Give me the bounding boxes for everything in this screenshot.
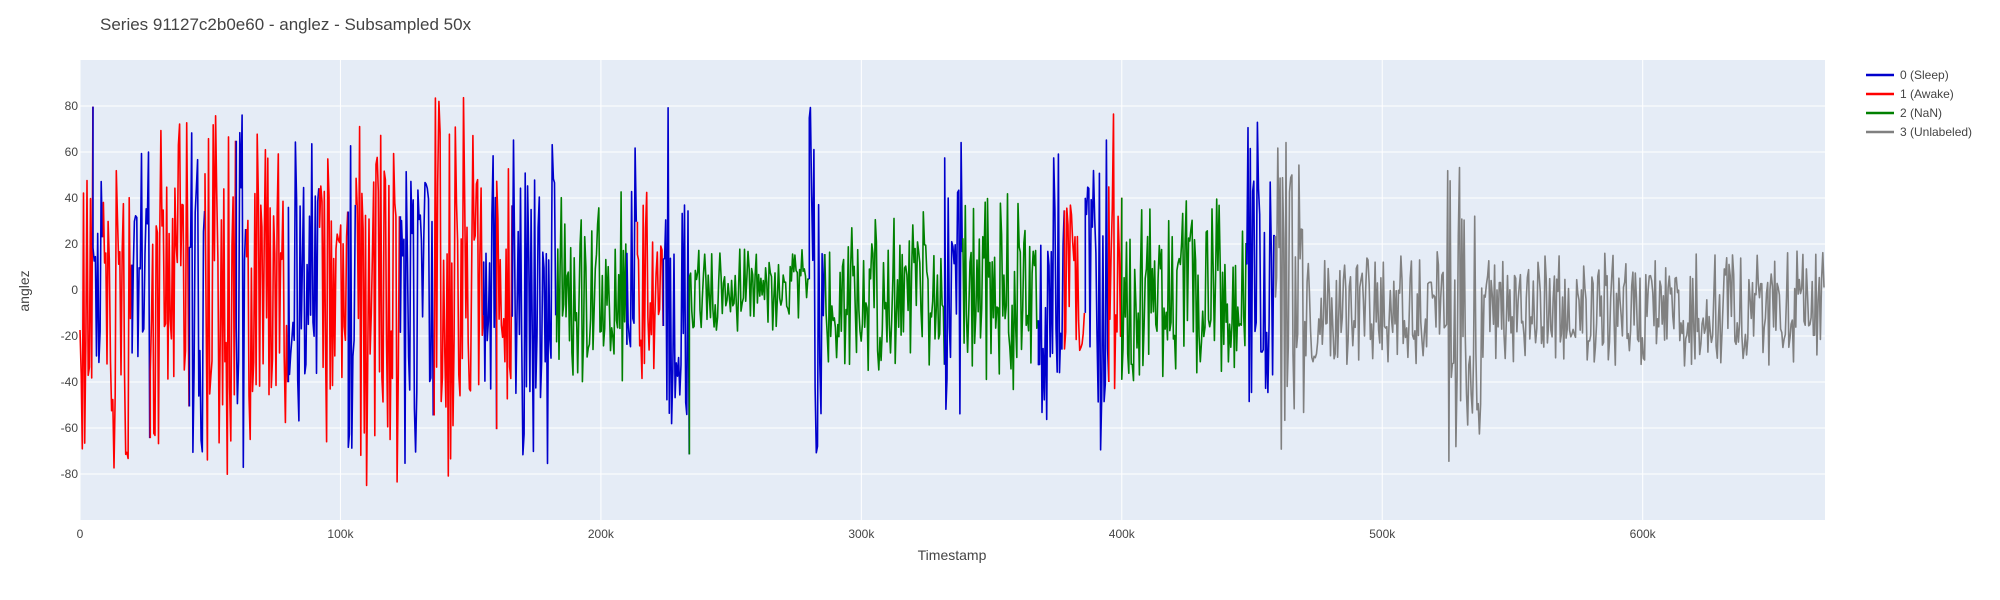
series-line-segment (555, 191, 628, 383)
series-line-segment (482, 155, 498, 430)
series-line-segment (131, 151, 151, 439)
series-line-segment (149, 122, 190, 445)
y-tick-label: 40 (65, 191, 79, 205)
series-line-segment (495, 168, 513, 430)
series-line-segment (1246, 121, 1276, 403)
legend-item[interactable]: 2 (NaN) (1866, 106, 1942, 120)
series-line-segment (204, 115, 237, 475)
series-line-segment (1108, 113, 1123, 390)
y-tick-label: 20 (65, 237, 79, 251)
series-line-segment (433, 96, 485, 477)
y-axis-title: anglez (16, 270, 32, 311)
x-tick-label: 200k (588, 527, 615, 541)
series-line-segment (287, 141, 320, 422)
gridlines (79, 60, 1825, 520)
chart-title: Series 91127c2b0e60 - anglez - Subsample… (100, 15, 472, 34)
series-line-segment (824, 211, 946, 372)
series-line-segment (688, 248, 810, 455)
x-tick-label: 500k (1369, 527, 1396, 541)
series-line-segment (399, 170, 434, 464)
series-line-segment (962, 193, 1039, 391)
series-line-segment (662, 107, 690, 455)
series-line-segment (92, 106, 104, 364)
y-tick-label: 0 (71, 283, 78, 297)
y-tick-label: -20 (61, 329, 79, 343)
series-line-segment (1084, 139, 1110, 451)
series-line-segment (1063, 204, 1086, 352)
series-line-segment (626, 147, 638, 348)
legend-label: 2 (NaN) (1900, 106, 1942, 120)
x-tick-label: 600k (1630, 527, 1657, 541)
x-axis-title: Timestamp (918, 547, 987, 563)
series-line-segment (511, 139, 557, 465)
y-tick-label: -80 (61, 467, 79, 481)
y-tick-label: 60 (65, 145, 79, 159)
x-tick-label: 100k (327, 527, 354, 541)
series-line-segment (636, 191, 664, 380)
legend[interactable]: 0 (Sleep) 1 (Awake) 2 (NaN) 3 (Unlabeled) (1866, 68, 1972, 139)
y-tick-label: -40 (61, 375, 79, 389)
y-tick-label: 80 (65, 99, 79, 113)
series-line-segment (808, 106, 826, 454)
legend-item[interactable]: 0 (Sleep) (1866, 68, 1949, 82)
y-axis-ticks: -80 -60 -40 -20 0 20 40 60 80 (61, 99, 79, 481)
x-tick-label: 0 (77, 527, 84, 541)
series-lines (79, 96, 1825, 487)
legend-item[interactable]: 1 (Awake) (1866, 87, 1954, 101)
x-tick-label: 400k (1109, 527, 1136, 541)
series-line-segment (318, 158, 349, 443)
series-line-segment (1274, 141, 1825, 462)
legend-label: 3 (Unlabeled) (1900, 125, 1972, 139)
x-tick-label: 300k (848, 527, 875, 541)
y-tick-label: -60 (61, 421, 79, 435)
series-line-segment (245, 133, 289, 441)
series-line-segment (355, 125, 401, 487)
series-line-segment (347, 145, 357, 449)
legend-item[interactable]: 3 (Unlabeled) (1866, 125, 1972, 139)
series-line-segment (1037, 153, 1065, 421)
legend-label: 1 (Awake) (1900, 87, 1954, 101)
series-line-segment (102, 169, 133, 469)
x-axis-ticks: 0 100k 200k 300k 400k 500k 600k (77, 527, 1657, 541)
series-line-segment (1121, 197, 1247, 382)
series-line-segment (235, 114, 247, 469)
series-line-segment (943, 141, 964, 415)
legend-label: 0 (Sleep) (1900, 68, 1949, 82)
series-line-segment (188, 132, 206, 454)
series-line-segment (79, 106, 94, 450)
